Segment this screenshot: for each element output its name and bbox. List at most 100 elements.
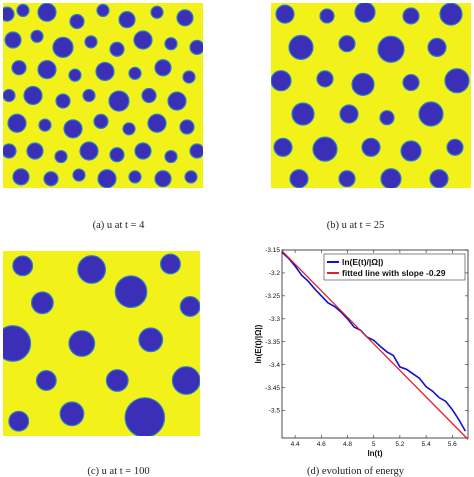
droplet xyxy=(380,168,402,188)
droplet xyxy=(351,72,375,97)
droplet xyxy=(3,143,17,159)
droplet-field-c xyxy=(3,253,200,436)
droplet xyxy=(402,7,420,25)
droplet xyxy=(179,119,195,135)
droplet xyxy=(26,142,44,160)
y-tick-label: -3.25 xyxy=(265,293,280,300)
droplet xyxy=(377,35,405,63)
droplet xyxy=(154,170,172,188)
x-tick-label: 5 xyxy=(372,441,376,448)
droplet xyxy=(427,37,447,58)
droplet xyxy=(30,29,44,43)
x-tick-label: 4.8 xyxy=(343,441,352,448)
y-tick-label: -3.2 xyxy=(269,270,281,277)
droplet xyxy=(108,90,130,112)
caption-b: (b) u at t = 25 xyxy=(326,220,385,231)
droplet xyxy=(3,6,15,22)
droplet xyxy=(128,170,142,184)
droplet xyxy=(184,170,198,184)
simulation-panel-c xyxy=(3,251,200,436)
caption-c: (c) u at t = 100 xyxy=(87,466,150,477)
droplet xyxy=(354,3,376,23)
droplet xyxy=(446,138,464,156)
droplet xyxy=(288,34,314,61)
droplet xyxy=(128,66,142,80)
droplet xyxy=(84,35,98,49)
droplet xyxy=(68,68,82,82)
droplet xyxy=(316,70,334,88)
x-tick-label: 5.6 xyxy=(448,441,457,448)
y-tick-label: -3.15 xyxy=(265,247,280,254)
y-axis-label: ln(E(t)/|Ω|) xyxy=(254,324,263,363)
droplet xyxy=(289,169,309,188)
droplet xyxy=(361,137,381,157)
legend-box xyxy=(323,253,466,281)
droplet xyxy=(402,73,420,92)
droplet xyxy=(444,68,470,94)
droplet xyxy=(12,255,34,277)
droplet xyxy=(182,70,196,84)
x-tick-label: 4.6 xyxy=(317,441,326,448)
x-tick-label: 5.4 xyxy=(422,441,431,448)
droplet xyxy=(30,291,54,315)
droplet xyxy=(134,142,152,160)
droplet xyxy=(273,137,293,157)
droplet xyxy=(159,253,181,275)
droplet xyxy=(68,330,96,357)
caption-a: (a) u at t = 4 xyxy=(92,220,145,231)
droplet xyxy=(167,91,187,111)
droplet xyxy=(164,37,178,51)
droplet xyxy=(77,255,107,284)
droplet xyxy=(164,149,178,164)
y-tick-label: -3.3 xyxy=(269,316,281,323)
droplet xyxy=(4,31,22,49)
droplet xyxy=(312,136,338,162)
droplet xyxy=(82,88,96,103)
droplet xyxy=(63,119,83,139)
droplet xyxy=(171,366,200,395)
droplet xyxy=(338,35,356,53)
y-tick-label: -3.45 xyxy=(265,385,280,392)
droplet xyxy=(429,169,449,188)
droplet xyxy=(96,3,110,18)
droplet xyxy=(16,3,30,18)
droplet xyxy=(37,3,57,22)
droplet xyxy=(95,61,115,82)
droplet xyxy=(114,275,148,309)
droplet xyxy=(176,9,194,27)
droplet xyxy=(7,113,27,133)
droplet xyxy=(3,88,16,103)
energy-chart: 4.4 4.6 4.8 5 5.2 5.4 5.6 -3.15 -3.2 -3.25 -3.3 -3.… xyxy=(254,247,469,458)
droplet xyxy=(189,143,203,159)
caption-d: (d) evolution of energy xyxy=(307,466,404,477)
droplet xyxy=(38,118,52,132)
droplet xyxy=(124,397,166,436)
droplet xyxy=(3,325,32,362)
droplet xyxy=(291,102,315,126)
droplet xyxy=(52,36,74,59)
series-line-1 xyxy=(281,251,467,432)
droplet xyxy=(59,401,85,427)
droplet xyxy=(189,39,203,55)
droplet xyxy=(179,296,200,317)
droplet xyxy=(97,169,117,188)
droplet xyxy=(150,5,164,19)
simulation-panel-b xyxy=(271,3,471,188)
droplet xyxy=(154,59,172,77)
droplet xyxy=(141,87,157,104)
x-tick-label: 4.4 xyxy=(291,441,300,448)
x-tick-label: 5.2 xyxy=(395,441,404,448)
droplet xyxy=(122,122,136,136)
y-tick-label: -3.5 xyxy=(269,408,281,415)
droplet xyxy=(12,168,30,186)
droplet xyxy=(109,41,125,57)
droplet xyxy=(319,8,335,24)
droplet xyxy=(338,170,356,188)
droplet xyxy=(35,370,57,391)
droplet xyxy=(23,85,43,106)
droplet xyxy=(133,30,153,50)
droplet xyxy=(418,101,444,127)
legend-entry: fitted line with slope -0.29 xyxy=(342,268,446,278)
droplet xyxy=(138,327,164,353)
droplet xyxy=(11,60,27,76)
